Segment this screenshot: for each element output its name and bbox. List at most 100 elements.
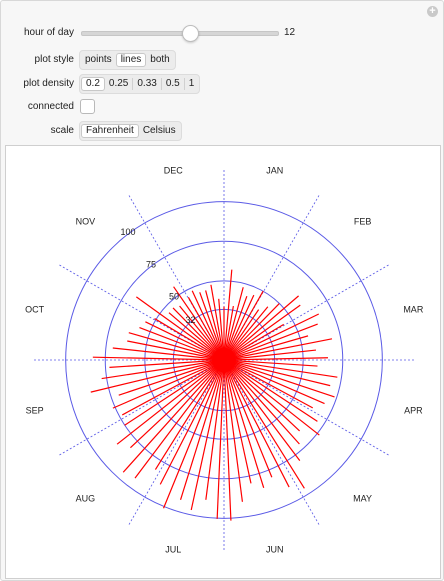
month-label-dec: DEC [164,166,184,176]
temperature-line [223,359,338,378]
plot-density-1[interactable]: 1 [188,78,195,89]
temperature-line [127,340,225,361]
temperature-line [223,290,264,361]
polar-temperature-plot: JAN FEB MAR APR MAY JUN JUL AUG SEP OCT NOV DEC 32 5… [25,166,424,555]
hour-label: hour of day [23,27,74,38]
temperature-line [223,323,318,361]
temperature-line [154,318,225,361]
radial-tick-label-50: 50 [169,292,179,302]
temperature-line [139,327,225,361]
plot-style-label: plot style [34,54,74,65]
temperature-line [223,349,317,361]
temperature-line [118,359,225,396]
plot-density-0-33[interactable]: 0.33 [137,78,157,89]
temperature-line [223,287,244,361]
temperature-line [223,359,301,432]
plot-style-both[interactable]: both [150,54,170,65]
temperature-line [223,359,232,521]
temperature-line [223,359,314,409]
plot-density-0-25[interactable]: 0.25 [108,78,129,89]
month-label-sep: SEP [26,406,44,416]
temperature-line [223,359,252,484]
temperature-line [223,359,320,436]
temperature-line [109,359,225,369]
temperature-line [191,290,225,361]
hour-value: 12 [284,27,296,38]
month-label-aug: AUG [76,494,96,504]
temperature-line [223,359,331,387]
temperature-line [135,296,225,361]
plot-style-selector: points lines both [79,50,176,70]
scale-celsius[interactable]: Celsius [142,125,176,136]
plot-style-lines[interactable]: lines [115,53,147,67]
connected-label: connected [27,101,74,112]
plot-density-label: plot density [23,78,74,89]
temperature-line [223,295,299,361]
connected-checkbox[interactable] [80,99,95,114]
temperature-line [223,313,320,361]
temperature-line [216,359,225,519]
center-dot [212,348,236,372]
radial-ring-100 [65,201,383,519]
temperature-line [223,303,280,361]
temperature-line [223,338,333,361]
temperature-line [124,359,225,426]
month-label-mar: MAR [403,304,424,314]
temperature-line [223,359,318,367]
scale-fahrenheit[interactable]: Fahrenheit [81,124,139,138]
temperature-line [112,359,225,409]
temperature-line [159,359,225,485]
temperature-line [179,359,225,501]
separator [183,78,185,90]
separator [132,78,134,90]
temperature-line [190,359,225,511]
plot-density-selector: 0.2 0.25 0.33 0.5 1 [79,74,201,94]
temperature-line [134,359,225,479]
temperature-line [223,359,300,445]
temperature-line [223,269,233,361]
temperature-line [90,359,225,393]
temperature-line [223,359,244,502]
temperature-line [223,359,335,398]
scale-label: scale [50,125,74,136]
plot-density-0-2[interactable]: 0.2 [81,77,105,91]
plot-density-0-5[interactable]: 0.5 [165,78,180,89]
month-label-jul: JUL [165,544,181,554]
temperature-line [168,312,225,361]
temperature-line [172,307,225,361]
month-label-jun: JUN [266,544,284,554]
temperature-line [223,359,290,488]
radial-tick-label-32: 32 [186,315,196,325]
temperature-line [112,347,225,361]
radial-tick-label-75: 75 [146,259,156,269]
month-label-may: MAY [353,494,372,504]
temperature-line [173,286,225,361]
temperature-line [223,359,305,489]
radial-ring-75 [104,240,344,480]
temperature-line [154,359,225,470]
plus-icon[interactable]: + [427,6,438,17]
temperature-line [223,359,325,405]
month-label-jan: JAN [266,166,283,176]
temperature-line [223,359,273,478]
month-label-feb: FEB [354,216,372,226]
plot-style-points[interactable]: points [85,54,112,65]
temperature-line [92,356,225,361]
radial-ring-50 [144,280,304,440]
temperature-line [223,304,301,361]
hour-slider-thumb[interactable] [182,25,200,42]
temperature-line [121,359,225,416]
temperature-line [145,321,225,361]
scale-selector: Fahrenheit Celsius [79,121,182,141]
temperature-line [223,359,265,488]
separator [160,78,162,90]
hour-slider-track[interactable] [81,31,279,36]
temperature-line [128,332,225,361]
month-spoke [223,359,320,525]
temperature-line [210,284,225,361]
temperature-line [187,296,225,361]
temperature-line [162,359,225,509]
month-label-apr: APR [404,406,423,416]
temperature-line [116,359,225,445]
